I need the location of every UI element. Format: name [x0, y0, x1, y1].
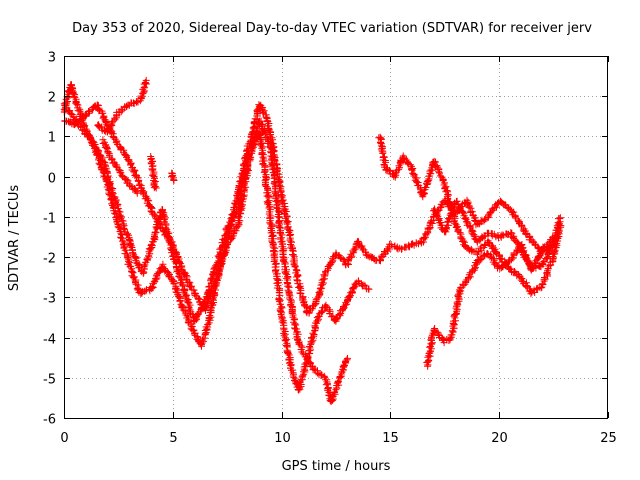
y-axis-label: SDTVAR / TECUs: [7, 185, 22, 292]
series-track-7: [423, 238, 557, 370]
plus-marks: [423, 238, 557, 370]
series-track-4: [94, 76, 150, 136]
plus-marks: [168, 169, 178, 184]
x-axis-label: GPS time / hours: [282, 459, 391, 474]
x-tick-label: 0: [60, 431, 68, 446]
y-axis-tick-labels: -6 -5 -4 -3 -2 -1 0 1 2 3: [43, 51, 56, 428]
plot-frame: [64, 56, 608, 419]
y-tick-label: 2: [48, 91, 56, 106]
y-tick-label: -4: [43, 333, 56, 348]
series-track-9: [147, 153, 160, 192]
y-tick-label: -6: [43, 413, 56, 428]
axis-ticks: [64, 56, 609, 419]
plus-marks: [60, 81, 564, 350]
plus-marks: [60, 100, 373, 394]
series-track-1: [60, 81, 564, 350]
series-track-6: [375, 133, 565, 298]
y-tick-label: 3: [48, 51, 56, 66]
series-track-8: [430, 197, 557, 274]
plus-marks: [147, 153, 160, 192]
y-tick-label: -5: [43, 373, 56, 388]
plus-marks: [430, 197, 557, 274]
x-axis-tick-labels: 0 5 10 15 20 25: [60, 431, 616, 446]
series-track-5: [99, 136, 141, 197]
x-tick-label: 20: [491, 431, 508, 446]
y-tick-label: 0: [48, 172, 56, 187]
plus-marks: [94, 76, 150, 136]
plus-marks: [375, 133, 565, 298]
y-tick-label: -3: [43, 292, 56, 307]
x-tick-label: 10: [274, 431, 291, 446]
y-tick-label: -2: [43, 252, 56, 267]
x-tick-label: 5: [169, 431, 177, 446]
x-tick-label: 25: [600, 431, 617, 446]
series-track-3: [60, 100, 373, 394]
plus-marks: [99, 136, 141, 197]
series-track-10: [168, 169, 178, 184]
chart-title: Day 353 of 2020, Sidereal Day-to-day VTE…: [72, 21, 592, 36]
y-tick-label: 1: [48, 131, 56, 146]
data-marks: [60, 76, 565, 405]
y-tick-label: -1: [43, 212, 56, 227]
x-tick-label: 15: [382, 431, 399, 446]
